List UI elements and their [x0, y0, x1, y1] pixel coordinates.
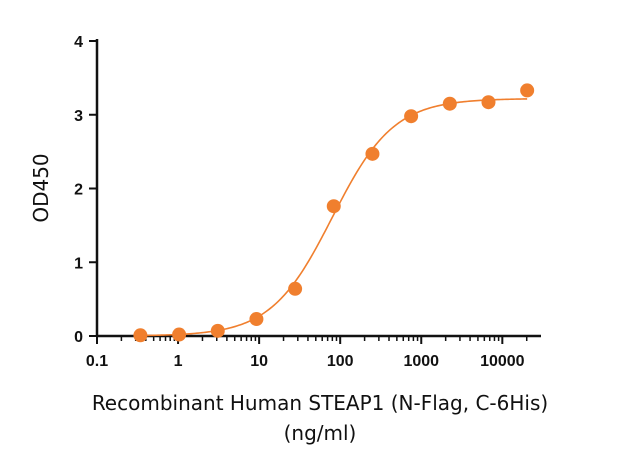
axes: [95, 39, 541, 338]
x-tick-label: 10000: [480, 353, 525, 370]
x-tick-label: 0.1: [86, 353, 108, 370]
x-axis-title: Recombinant Human STEAP1 (N-Flag, C-6His…: [92, 391, 548, 415]
y-tick-label: 3: [74, 108, 83, 125]
data-point: [520, 83, 535, 98]
data-point: [249, 312, 264, 327]
y-axis-title: OD450: [29, 153, 53, 222]
data-point: [210, 323, 225, 338]
data-point: [481, 95, 496, 110]
x-tick-label: 100: [327, 353, 354, 370]
data-point: [442, 96, 457, 111]
x-tick-label: 1000: [403, 353, 439, 370]
data-point: [288, 281, 303, 296]
data-points: [133, 83, 535, 343]
data-point: [404, 109, 419, 124]
data-point: [172, 327, 187, 342]
x-tick-label: 10: [250, 353, 268, 370]
y-tick-label: 2: [74, 182, 83, 199]
y-tick-label: 4: [74, 34, 83, 51]
y-tick-label: 0: [74, 329, 83, 346]
ticks: 0 1 2 3 4 0.1 1 10 100 1000 10000: [74, 34, 528, 370]
data-point: [326, 199, 341, 214]
fit-curve: [140, 98, 528, 337]
y-tick-label: 1: [74, 255, 83, 272]
data-point: [365, 146, 380, 161]
data-point: [133, 328, 148, 343]
x-axis-unit: (ng/ml): [284, 421, 357, 445]
x-tick-label: 1: [174, 353, 183, 370]
